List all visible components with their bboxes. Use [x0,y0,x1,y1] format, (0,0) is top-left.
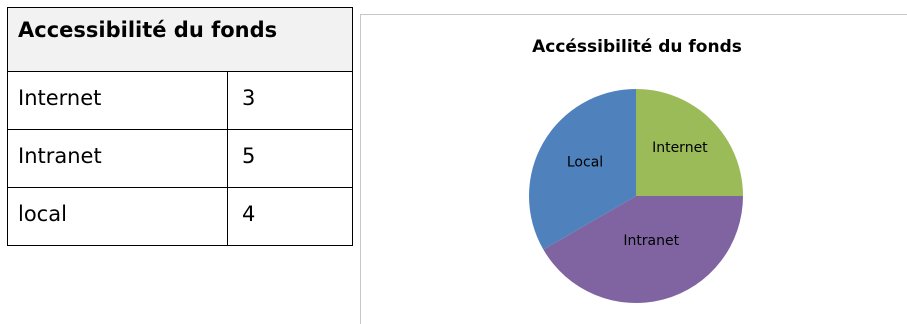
chart-title: Accéssibilité du fonds [532,37,742,57]
row-value: 3 [227,71,353,130]
table-row: local 4 [7,187,353,246]
pie-chart: Accéssibilité du fonds Internet Intranet L… [529,37,743,303]
pie-slice-internet [636,89,743,196]
table-row: Internet 3 [7,71,353,130]
pie-slices [529,89,743,303]
pie-slice-intranet [543,196,743,303]
pie-label-internet: Internet [652,140,708,156]
pie-labels: Internet Intranet Local [567,140,708,249]
pie-label-local: Local [567,155,603,171]
row-label: Intranet [7,129,228,188]
row-value: 5 [227,129,353,188]
chart-left-border [360,14,361,324]
chart-top-border [360,14,907,15]
row-label: local [7,187,228,246]
chart-panel: Accéssibilité du fonds Internet Intranet L… [360,14,907,324]
table-title: Accessibilité du fonds [7,7,353,72]
row-value: 4 [227,187,353,246]
pie-label-intranet: Intranet [623,233,679,249]
pie-slice-local [529,89,636,250]
row-label: Internet [7,71,228,130]
data-table: Accessibilité du fonds Internet 3 Intran… [7,7,353,246]
table-header-row: Accessibilité du fonds [7,7,353,72]
table-row: Intranet 5 [7,129,353,188]
